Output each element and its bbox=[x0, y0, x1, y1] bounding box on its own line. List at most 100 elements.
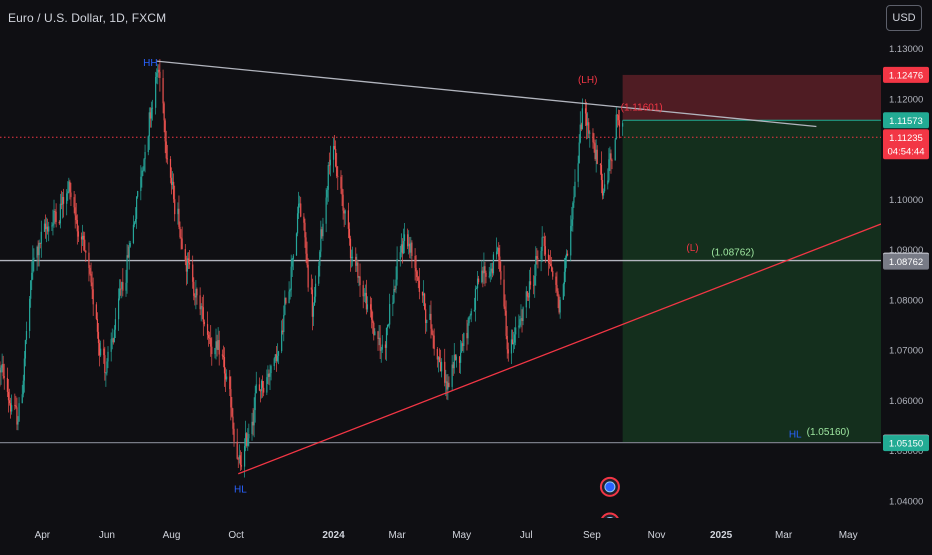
candle-body bbox=[381, 344, 383, 350]
candle-body bbox=[503, 279, 505, 307]
candle-body bbox=[290, 266, 292, 290]
candle-body bbox=[578, 142, 580, 164]
candle-body bbox=[110, 339, 112, 352]
candle-body bbox=[105, 372, 107, 374]
candle-body bbox=[165, 141, 167, 159]
candle-body bbox=[36, 246, 38, 258]
candle-body bbox=[60, 203, 63, 205]
candle-body bbox=[31, 272, 33, 281]
candle-body bbox=[481, 270, 483, 283]
candle-body bbox=[289, 289, 291, 292]
candle-body bbox=[564, 257, 567, 272]
candle-body bbox=[489, 271, 491, 277]
candle-body bbox=[288, 291, 290, 304]
candle-body bbox=[491, 268, 493, 274]
price-axis bbox=[881, 0, 932, 550]
x-tick-label: Jun bbox=[99, 530, 115, 541]
candle-body bbox=[210, 338, 212, 347]
candle-body bbox=[366, 304, 369, 310]
candle-body bbox=[440, 361, 443, 372]
candle-body bbox=[162, 78, 164, 104]
candle-body bbox=[466, 333, 468, 339]
candle-body bbox=[238, 455, 240, 459]
candle-body bbox=[200, 306, 202, 310]
candle-body bbox=[349, 238, 352, 259]
candle-body bbox=[258, 384, 261, 391]
candle-body bbox=[446, 381, 448, 390]
candle-body bbox=[276, 355, 279, 361]
candle-body bbox=[572, 202, 574, 220]
candle-body bbox=[121, 282, 123, 289]
candle-body bbox=[66, 193, 68, 204]
candle-body bbox=[550, 263, 552, 267]
candle-body bbox=[496, 251, 498, 255]
candle-body bbox=[599, 163, 601, 165]
candle-body bbox=[252, 421, 254, 426]
candle-body bbox=[411, 242, 413, 256]
candle-body bbox=[143, 159, 145, 171]
candle-body bbox=[194, 295, 196, 298]
candle-body bbox=[16, 407, 18, 425]
candle-body bbox=[447, 382, 449, 390]
x-tick-label: Apr bbox=[35, 530, 51, 541]
candle-body bbox=[552, 270, 554, 277]
candle-body bbox=[536, 256, 538, 259]
candle-body bbox=[163, 103, 165, 121]
candle-body bbox=[51, 225, 53, 227]
candle-body bbox=[458, 356, 461, 363]
candle-body bbox=[284, 297, 286, 315]
candle-body bbox=[344, 210, 346, 214]
candle-body bbox=[310, 287, 312, 290]
candle-body bbox=[337, 176, 339, 177]
candle-body bbox=[164, 120, 166, 142]
candle-body bbox=[122, 282, 124, 291]
candle-body bbox=[147, 136, 149, 153]
candle-body bbox=[432, 334, 434, 336]
candle-body bbox=[96, 318, 99, 332]
candle-body bbox=[384, 344, 387, 348]
candle-body bbox=[185, 260, 187, 272]
candle-body bbox=[363, 295, 365, 297]
candle-body bbox=[586, 113, 588, 126]
candle-body bbox=[526, 291, 528, 297]
candle-body bbox=[356, 262, 358, 266]
candle-body bbox=[511, 339, 514, 345]
stop-loss-zone bbox=[622, 74, 881, 121]
candle-body bbox=[18, 403, 20, 422]
candle-body bbox=[263, 387, 265, 393]
candle-body bbox=[244, 445, 246, 467]
annotation-label: (1.05160) bbox=[807, 427, 850, 438]
currency-button[interactable]: USD bbox=[886, 5, 922, 31]
candle-body bbox=[373, 322, 375, 336]
candle-body bbox=[85, 250, 87, 253]
candle-body bbox=[54, 210, 56, 212]
candle-body bbox=[362, 285, 364, 297]
candle-body bbox=[364, 292, 366, 296]
annotation-label: (L) bbox=[686, 243, 698, 254]
candle-body bbox=[429, 313, 431, 320]
candle-body bbox=[535, 256, 537, 276]
candle-body bbox=[38, 242, 40, 256]
candle-body bbox=[520, 318, 522, 320]
candle-body bbox=[29, 298, 31, 331]
candle-body bbox=[267, 373, 269, 378]
candle-body bbox=[537, 258, 539, 260]
candle-body bbox=[396, 258, 398, 280]
candle-body bbox=[215, 341, 217, 349]
candle-body bbox=[144, 152, 146, 160]
candle-body bbox=[47, 226, 49, 232]
candle-body bbox=[555, 276, 557, 285]
candle-body bbox=[341, 188, 343, 195]
candle-body bbox=[112, 338, 114, 343]
candle-body bbox=[177, 208, 179, 215]
candle-body bbox=[445, 381, 447, 383]
candle-body bbox=[133, 222, 136, 225]
candle-body bbox=[379, 337, 381, 351]
candle-body bbox=[371, 309, 373, 320]
candle-body bbox=[484, 266, 486, 273]
candle-body bbox=[350, 257, 353, 259]
candle-body bbox=[541, 237, 543, 251]
candle-body bbox=[430, 313, 432, 329]
